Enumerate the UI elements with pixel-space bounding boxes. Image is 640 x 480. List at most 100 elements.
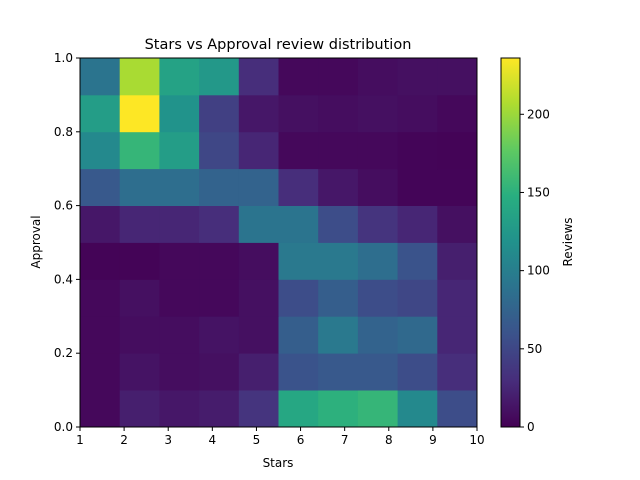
x-tick-label: 3 — [164, 433, 172, 447]
heatmap-cell — [278, 316, 319, 354]
heatmap-cell — [119, 316, 160, 354]
heatmap-cell — [318, 131, 359, 170]
heatmap-cell — [357, 353, 398, 391]
x-tick-label: 1 — [76, 433, 84, 447]
heatmap-cell — [119, 131, 160, 170]
heatmap-cell — [397, 205, 438, 243]
heatmap-cell — [199, 353, 240, 391]
heatmap-cell — [199, 131, 240, 170]
heatmap-cell — [159, 316, 200, 354]
heatmap-cell — [357, 316, 398, 354]
heatmap-cell — [397, 390, 438, 428]
heatmap-cell — [357, 168, 398, 206]
heatmap-cell — [159, 279, 200, 317]
heatmap-cell — [199, 242, 240, 280]
x-tick-label: 8 — [385, 433, 393, 447]
heatmap-cell — [278, 58, 319, 96]
heatmap-cell — [238, 242, 279, 280]
heatmap-cell — [199, 94, 240, 133]
heatmap-cell — [437, 390, 478, 428]
heatmap-cell — [397, 353, 438, 391]
heatmap-cell — [199, 316, 240, 354]
heatmap-cell — [357, 279, 398, 317]
colorbar-ticks: 0 50 100 150 200 — [520, 107, 550, 434]
heatmap-cell — [397, 242, 438, 280]
heatmap-cell — [318, 168, 359, 206]
heatmap-cell — [80, 316, 121, 354]
heatmap-cell — [437, 242, 478, 280]
heatmap-cell — [238, 390, 279, 428]
colorbar-tick-label: 50 — [527, 342, 542, 356]
heatmap-cell — [278, 353, 319, 391]
x-tick-label: 4 — [209, 433, 217, 447]
heatmap-cell — [238, 353, 279, 391]
heatmap-cell — [318, 279, 359, 317]
heatmap-cell — [159, 353, 200, 391]
heatmap-cell — [397, 279, 438, 317]
heatmap-cell — [437, 279, 478, 317]
x-tick-label: 9 — [429, 433, 437, 447]
heatmap-cell — [199, 168, 240, 206]
y-tick-label: 0.4 — [54, 272, 73, 286]
heatmap-cell — [238, 168, 279, 206]
colorbar-tick-label: 200 — [527, 107, 550, 121]
y-tick-label: 0.0 — [54, 420, 73, 434]
heatmap-cell — [397, 94, 438, 133]
heatmap-cell — [278, 94, 319, 133]
x-tick-label: 7 — [341, 433, 349, 447]
heatmap-cell — [238, 279, 279, 317]
y-tick-label: 0.6 — [54, 199, 73, 213]
heatmap-cell — [119, 390, 160, 428]
heatmap-cell — [278, 279, 319, 317]
heatmap-cell — [437, 94, 478, 133]
heatmap-cell — [159, 205, 200, 243]
heatmap-cell — [278, 242, 319, 280]
x-tick-label: 5 — [253, 433, 261, 447]
heatmap-cell — [437, 168, 478, 206]
x-tick-label: 10 — [469, 433, 484, 447]
heatmap-cell — [357, 58, 398, 96]
heatmap-cell — [80, 353, 121, 391]
heatmap-cell — [238, 58, 279, 96]
heatmap-cell — [159, 242, 200, 280]
heatmap-cell — [238, 94, 279, 133]
heatmap-cell — [238, 131, 279, 170]
heatmap-cell — [357, 242, 398, 280]
heatmap-cell — [119, 353, 160, 391]
heatmap-cell — [159, 390, 200, 428]
heatmap-cell — [80, 390, 121, 428]
heatmap-cell — [278, 168, 319, 206]
heatmap-cell — [397, 168, 438, 206]
heatmap-cell — [357, 131, 398, 170]
heatmap-cell — [437, 353, 478, 391]
heatmap-cell — [318, 353, 359, 391]
heatmap-cell — [397, 58, 438, 96]
heatmap-cell — [357, 390, 398, 428]
heatmap-cell — [199, 205, 240, 243]
heatmap-cell — [80, 205, 121, 243]
plot-frame — [79, 57, 478, 428]
colorbar-label: Reviews — [561, 217, 575, 266]
heatmap-cell — [199, 58, 240, 96]
heatmap-cell — [318, 316, 359, 354]
heatmap-cell — [397, 131, 438, 170]
colorbar-tick-label: 0 — [527, 420, 535, 434]
heatmap-cell — [119, 94, 160, 133]
heatmap-cell — [437, 131, 478, 170]
colorbar-tick-label: 100 — [527, 264, 550, 278]
y-axis-label: Approval — [29, 215, 43, 268]
x-tick-label: 2 — [120, 433, 128, 447]
heatmap-cell — [278, 390, 319, 428]
heatmap-cell — [357, 205, 398, 243]
heatmap-cell — [278, 131, 319, 170]
heatmap-cell — [159, 94, 200, 133]
heatmap-cell — [318, 58, 359, 96]
y-tick-label: 0.2 — [54, 346, 73, 360]
heatmap-cell — [80, 131, 121, 170]
x-tick-label: 6 — [297, 433, 305, 447]
heatmap-cell — [119, 279, 160, 317]
heatmap-cell — [159, 131, 200, 170]
heatmap-cell — [159, 168, 200, 206]
x-axis-ticks: 1 2 3 4 5 6 7 8 9 10 — [76, 427, 485, 447]
